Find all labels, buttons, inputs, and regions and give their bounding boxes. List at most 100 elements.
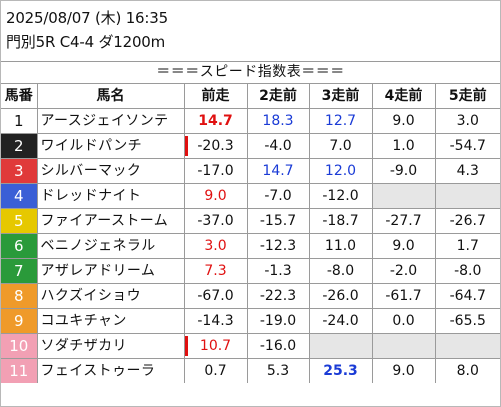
col-header-horse: 馬名 [36,84,185,109]
table-row: 6 ベニノジェネラル 3.0 -12.3 11.0 9.0 1.7 [1,233,500,259]
speed-index-cell: -54.7 [434,133,500,159]
speed-index-cell: 9.0 [371,108,436,134]
horse-number: 7 [1,258,38,284]
speed-index-cell: -65.5 [434,308,500,334]
horse-name: アースジェイソンテ [36,108,185,134]
speed-index-cell [434,183,500,209]
speed-index-cell: 9.0 [183,183,248,209]
table-row: 4 ドレッドナイト 9.0 -7.0 -12.0 [1,183,500,209]
speed-index-cell: 1.0 [371,133,436,159]
speed-index-table: 馬番 馬名 前走 2走前 3走前 4走前 5走前 1 アースジェイソンテ 14.7 1… [1,84,500,383]
speed-index-cell: -61.7 [371,283,436,309]
speed-index-cell: 4.3 [434,158,500,184]
speed-index-cell: 25.3 [308,358,373,383]
horse-number: 5 [1,208,38,234]
speed-index-cell [434,333,500,359]
speed-index-cell: -12.3 [246,233,310,259]
speed-index-cell: -14.3 [183,308,248,334]
horse-name: ファイアーストーム [36,208,185,234]
speed-index-cell: 10.7 [183,333,248,359]
speed-index-cell: 3.0 [434,108,500,134]
speed-index-cell: -24.0 [308,308,373,334]
horse-number: 6 [1,233,38,259]
table-row: 10 ソダチザカリ 10.7 -16.0 [1,333,500,359]
speed-index-cell: -2.0 [371,258,436,284]
horse-number: 11 [1,358,38,383]
horse-name: ソダチザカリ [36,333,185,359]
speed-index-cell: 18.3 [246,108,310,134]
speed-index-cell: 1.7 [434,233,500,259]
table-row: 7 アザレアドリーム 7.3 -1.3 -8.0 -2.0 -8.0 [1,258,500,284]
speed-index-cell: -7.0 [246,183,310,209]
horse-number: 2 [1,133,38,159]
speed-index-cell: 8.0 [434,358,500,383]
speed-index-cell: 11.0 [308,233,373,259]
table-row: 5 ファイアーストーム -37.0 -15.7 -18.7 -27.7 -26.7 [1,208,500,234]
horse-number: 9 [1,308,38,334]
speed-index-cell: -16.0 [246,333,310,359]
col-header-3back: 3走前 [308,84,373,109]
speed-index-cell: -9.0 [371,158,436,184]
speed-index-cell: 5.3 [246,358,310,383]
speed-index-cell: -22.3 [246,283,310,309]
speed-index-cell [371,333,436,359]
col-header-2back: 2走前 [246,84,310,109]
horse-name: ハクズイショウ [36,283,185,309]
race-info: 門別5R C4-4 ダ1200m [6,33,166,51]
speed-index-cell: 0.7 [183,358,248,383]
speed-index-cell: -15.7 [246,208,310,234]
speed-index-cell: -12.0 [308,183,373,209]
horse-number: 10 [1,333,38,359]
speed-index-cell: -26.7 [434,208,500,234]
table-row: 1 アースジェイソンテ 14.7 18.3 12.7 9.0 3.0 [1,108,500,134]
speed-index-cell: 12.0 [308,158,373,184]
speed-index-cell: -17.0 [183,158,248,184]
speed-index-cell: 9.0 [371,358,436,383]
table-row: 3 シルバーマック -17.0 14.7 12.0 -9.0 4.3 [1,158,500,184]
header-row: 馬番 馬名 前走 2走前 3走前 4走前 5走前 [1,84,500,109]
speed-index-cell [308,333,373,359]
speed-index-cell: -19.0 [246,308,310,334]
horse-name: フェイストゥーラ [36,358,185,383]
horse-number: 1 [1,108,38,134]
horse-name: アザレアドリーム [36,258,185,284]
speed-index-cell: 14.7 [246,158,310,184]
speed-index-cell: -67.0 [183,283,248,309]
speed-index-cell: 0.0 [371,308,436,334]
col-header-5back: 5走前 [434,84,500,109]
race-datetime: 2025/08/07 (木) 16:35 [6,9,168,27]
horse-name: ドレッドナイト [36,183,185,209]
speed-index-cell: -20.3 [183,133,248,159]
speed-index-cell: 9.0 [371,233,436,259]
speed-index-cell: -18.7 [308,208,373,234]
speed-index-cell: 3.0 [183,233,248,259]
horse-number: 8 [1,283,38,309]
table-row: 11 フェイストゥーラ 0.7 5.3 25.3 9.0 8.0 [1,358,500,383]
horse-name: コユキチャン [36,308,185,334]
col-header-last: 前走 [183,84,248,109]
speed-index-cell: -64.7 [434,283,500,309]
horse-name: ベニノジェネラル [36,233,185,259]
speed-index-cell: -8.0 [434,258,500,284]
col-header-4back: 4走前 [371,84,436,109]
speed-index-cell: 12.7 [308,108,373,134]
speed-index-cell: -8.0 [308,258,373,284]
speed-index-cell: 7.3 [183,258,248,284]
speed-index-cell: -37.0 [183,208,248,234]
speed-index-cell: 14.7 [183,108,248,134]
speed-index-cell: -26.0 [308,283,373,309]
horse-number: 3 [1,158,38,184]
horse-name: シルバーマック [36,158,185,184]
speed-index-cell: -1.3 [246,258,310,284]
speed-index-cell: 7.0 [308,133,373,159]
horse-name: ワイルドパンチ [36,133,185,159]
speed-index-cell: -4.0 [246,133,310,159]
col-header-gate: 馬番 [1,84,38,109]
horse-number: 4 [1,183,38,209]
speed-index-cell: -27.7 [371,208,436,234]
speed-index-cell [371,183,436,209]
table-row: 2 ワイルドパンチ -20.3 -4.0 7.0 1.0 -54.7 [1,133,500,159]
table-row: 8 ハクズイショウ -67.0 -22.3 -26.0 -61.7 -64.7 [1,283,500,309]
table-row: 9 コユキチャン -14.3 -19.0 -24.0 0.0 -65.5 [1,308,500,334]
